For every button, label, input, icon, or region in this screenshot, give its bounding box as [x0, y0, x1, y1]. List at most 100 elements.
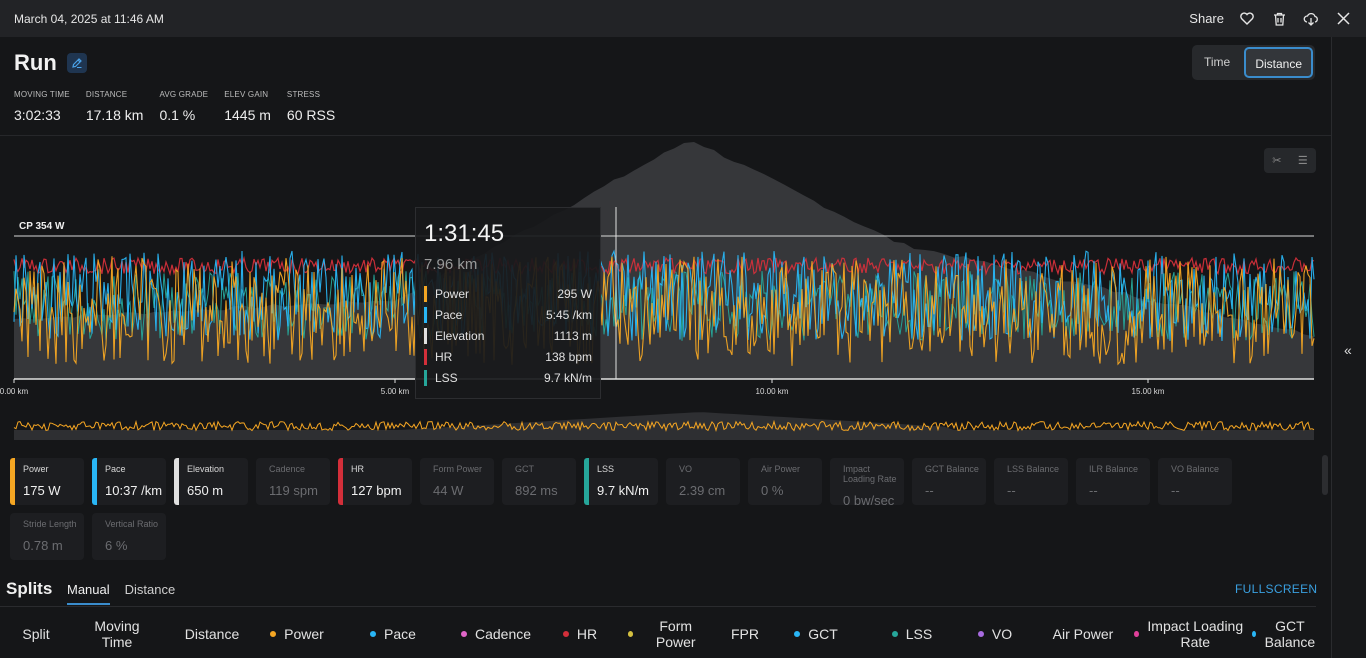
- heart-icon[interactable]: [1238, 10, 1256, 28]
- column-color-dot: [460, 631, 467, 637]
- metric-label: Form Power: [433, 464, 483, 474]
- column-header-split[interactable]: Split: [6, 617, 66, 651]
- metric-card-cadence[interactable]: Cadence 119 spm: [256, 458, 330, 505]
- trash-icon[interactable]: [1270, 10, 1288, 28]
- scissors-icon[interactable]: ✂: [1272, 155, 1282, 167]
- column-header-pace[interactable]: Pace: [360, 617, 426, 651]
- column-header-air-power[interactable]: Air Power: [1050, 617, 1116, 651]
- time-toggle-option[interactable]: Time: [1204, 55, 1231, 69]
- column-label: Power: [284, 626, 324, 642]
- column-header-impact-loading-rate[interactable]: Impact Loading Rate: [1134, 617, 1244, 651]
- activity-chart[interactable]: CP 354 W 0.00 km 5.00 km 10.00 km 15.00 km: [0, 136, 1331, 446]
- tab-distance[interactable]: Distance: [124, 582, 176, 597]
- column-header-cadence[interactable]: Cadence: [450, 617, 542, 651]
- tooltip-time: 1:31:45: [424, 220, 505, 247]
- column-header-moving-time[interactable]: Moving Time: [82, 617, 152, 651]
- metric-card-lss[interactable]: LSS 9.7 kN/m: [584, 458, 658, 505]
- top-bar: March 04, 2025 at 11:46 AM Share: [0, 0, 1366, 37]
- share-button[interactable]: Share: [1189, 11, 1224, 26]
- column-color-dot: [891, 631, 898, 637]
- x-tick-label: 5.00 km: [381, 387, 410, 396]
- column-header-gct[interactable]: GCT: [782, 617, 850, 651]
- metric-card-pace[interactable]: Pace 10:37 /km: [92, 458, 166, 505]
- metric-label: Elevation: [187, 464, 225, 474]
- column-label: Form Power: [655, 618, 696, 650]
- column-label: Distance: [184, 626, 240, 642]
- list-icon[interactable]: ☰: [1297, 155, 1308, 167]
- metric-card-hr[interactable]: HR 127 bpm: [338, 458, 412, 505]
- scrollbar-thumb[interactable]: [1322, 455, 1328, 495]
- tooltip-value: 1113 m: [553, 328, 592, 343]
- metric-label: LSS: [597, 464, 615, 474]
- metric-color-bar: [338, 458, 343, 505]
- metric-card-gct[interactable]: GCT 892 ms: [502, 458, 576, 505]
- x-tick-label: 10.00 km: [756, 387, 789, 396]
- edit-icon: [72, 58, 82, 68]
- tooltip-key: Pace: [435, 307, 463, 322]
- metric-card-gct-balance[interactable]: GCT Balance --: [912, 458, 986, 505]
- tab-manual[interactable]: Manual: [67, 582, 110, 605]
- metric-card-lss-balance[interactable]: LSS Balance --: [994, 458, 1068, 505]
- metric-card-form-power[interactable]: Form Power 44 W: [420, 458, 494, 505]
- top-actions: Share: [1189, 10, 1352, 28]
- column-header-form-power[interactable]: Form Power: [628, 617, 710, 651]
- overview-power-line: [13, 419, 1315, 432]
- column-header-power[interactable]: Power: [258, 617, 336, 651]
- metric-card-air-power[interactable]: Air Power 0 %: [748, 458, 822, 505]
- column-color-dot: [270, 631, 277, 637]
- column-label: Impact Loading Rate: [1147, 618, 1244, 650]
- metric-value: 10:37 /km: [105, 483, 163, 498]
- tooltip-rows: Power 295 W Pace 5:45 /km Elevation 1113 m HR 1…: [424, 283, 592, 388]
- lss-series: [13, 270, 1315, 341]
- stat-avg-grade: AVG GRADE 0.1 %: [159, 90, 209, 123]
- cloud-download-icon[interactable]: [1302, 10, 1320, 28]
- metric-card-stride-length[interactable]: Stride Length 0.78 m: [10, 513, 84, 560]
- metric-color-bar: [584, 458, 589, 505]
- metric-value: --: [925, 483, 934, 498]
- metric-color-bar: [92, 458, 97, 505]
- column-color-dot: [1252, 631, 1256, 637]
- metric-card-vo-balance[interactable]: VO Balance --: [1158, 458, 1232, 505]
- column-color-dot: [1134, 631, 1139, 637]
- metric-value: 892 ms: [515, 483, 558, 498]
- metric-card-vertical-ratio[interactable]: Vertical Ratio 6 %: [92, 513, 166, 560]
- close-icon[interactable]: [1334, 10, 1352, 28]
- metric-label: Pace: [105, 464, 126, 474]
- column-color-dot: [794, 631, 801, 637]
- column-color-dot: [628, 631, 634, 637]
- splits-title: Splits: [6, 579, 53, 598]
- column-header-hr[interactable]: HR: [550, 617, 610, 651]
- tooltip-key: LSS: [435, 370, 458, 385]
- stat-moving-time: MOVING TIME 3:02:33: [14, 90, 70, 123]
- metric-value: 44 W: [433, 483, 464, 498]
- metric-label: Vertical Ratio: [105, 519, 159, 529]
- metric-label: Cadence: [269, 464, 306, 474]
- expand-panel-icon[interactable]: «: [1344, 342, 1352, 358]
- column-header-distance[interactable]: Distance: [170, 617, 254, 651]
- tooltip-row-elevation: Elevation 1113 m: [424, 325, 592, 346]
- metric-value: 0.78 m: [23, 538, 63, 553]
- metric-card-impact-loading-rate[interactable]: Impact Loading Rate 0 bw/sec: [830, 458, 904, 508]
- fullscreen-button[interactable]: FULLSCREEN: [1235, 582, 1318, 596]
- power-series: [13, 256, 1315, 366]
- column-header-gct-balance[interactable]: GCT Balance: [1252, 617, 1316, 651]
- metric-card-power[interactable]: Power 175 W: [10, 458, 84, 505]
- metric-value: 0 %: [761, 483, 784, 498]
- metric-card-elevation[interactable]: Elevation 650 m: [174, 458, 248, 505]
- metric-card-vo[interactable]: VO 2.39 cm: [666, 458, 740, 505]
- metric-value: --: [1171, 483, 1180, 498]
- column-color-dot: [370, 631, 377, 637]
- column-header-vo[interactable]: VO: [966, 617, 1024, 651]
- metric-label: Air Power: [761, 464, 801, 474]
- tooltip-color-bar: [424, 285, 427, 302]
- metric-color-bar: [10, 458, 15, 505]
- column-label: Moving Time: [94, 618, 140, 650]
- column-header-fpr[interactable]: FPR: [712, 617, 778, 651]
- distance-toggle-option[interactable]: Distance: [1244, 47, 1313, 78]
- column-header-lss[interactable]: LSS: [876, 617, 948, 651]
- splits-tabs: Manual Distance: [67, 582, 175, 605]
- edit-title-button[interactable]: [67, 53, 87, 73]
- metric-card-ilr-balance[interactable]: ILR Balance --: [1076, 458, 1150, 505]
- metric-value: 127 bpm: [351, 483, 402, 498]
- column-label: Air Power: [1052, 626, 1114, 642]
